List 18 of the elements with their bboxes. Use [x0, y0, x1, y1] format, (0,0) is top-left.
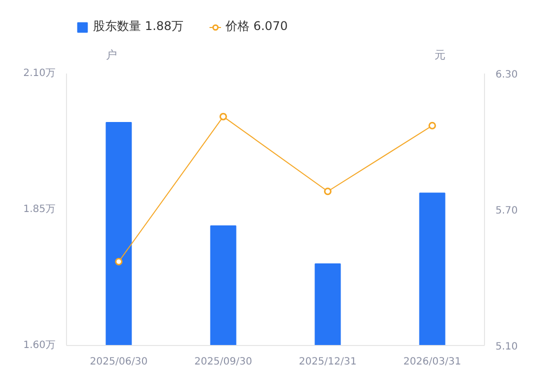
point	[220, 112, 227, 120]
x-tick-label: 2025/12/31	[298, 356, 357, 368]
y2-axis-title: 元	[434, 48, 446, 62]
y2-tick-label: 5.70	[496, 206, 518, 216]
y2-tick-label: 5.10	[496, 342, 518, 352]
x-tick-label: 2026/03/31	[403, 356, 462, 368]
legend-label: 价格 6.070	[226, 18, 288, 35]
y-tick-label: 2.10万	[23, 68, 56, 79]
point	[428, 122, 436, 130]
y2-tick-label: 6.30	[496, 70, 518, 80]
y-axis-title: 户	[106, 48, 118, 62]
x-tick-label: 2025/09/30	[194, 356, 252, 368]
y-tick-label: 1.85万	[23, 204, 56, 215]
point	[324, 188, 332, 196]
legend-label: 股东数量 1.88万	[93, 18, 184, 35]
point	[115, 258, 122, 266]
x-tick-label: 2025/06/30	[90, 356, 148, 368]
y-tick-label: 1.60万	[23, 340, 56, 351]
